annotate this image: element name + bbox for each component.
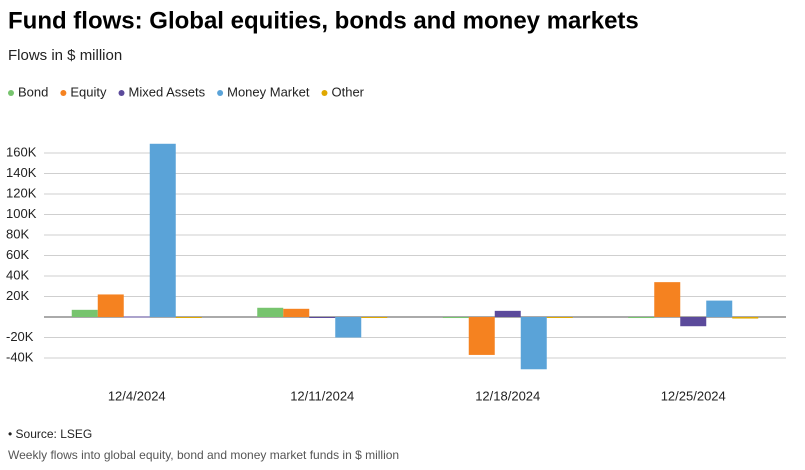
- legend-dot: [60, 90, 67, 96]
- y-tick-label: 20K: [6, 288, 29, 303]
- x-tick-label: 12/18/2024: [475, 388, 540, 403]
- bar: [71, 309, 98, 317]
- legend-label: Money Market: [227, 84, 310, 99]
- bar: [149, 143, 176, 317]
- bar: [175, 317, 202, 318]
- x-tick-label: 12/4/2024: [108, 388, 166, 403]
- legend-dot: [8, 90, 14, 96]
- bar: [706, 300, 733, 317]
- bar: [520, 317, 547, 370]
- legend-dot: [321, 90, 328, 96]
- y-tick-label: 100K: [6, 206, 37, 221]
- bar: [546, 317, 573, 318]
- x-tick-label: 12/25/2024: [661, 388, 726, 403]
- bar: [283, 308, 310, 317]
- legend-label: Bond: [18, 84, 48, 99]
- legend-dot: [217, 90, 224, 96]
- source: • Source: LSEG: [8, 427, 92, 441]
- y-tick-label: -40K: [6, 349, 34, 364]
- legend-label: Mixed Assets: [129, 84, 206, 99]
- bar: [97, 294, 124, 317]
- bar: [257, 307, 284, 317]
- bar: [468, 317, 495, 355]
- x-tick-label: 12/11/2024: [290, 388, 354, 403]
- note: Weekly flows into global equity, bond an…: [8, 448, 399, 462]
- bar: [732, 317, 759, 319]
- y-tick-label: 60K: [6, 247, 29, 262]
- bar: [335, 317, 362, 338]
- bar: [309, 317, 336, 318]
- legend-label: Equity: [70, 84, 107, 99]
- chart-title: Fund flows: Global equities, bonds and m…: [8, 7, 639, 34]
- bar: [628, 317, 655, 319]
- y-tick-label: 160K: [6, 144, 37, 159]
- y-tick-label: 140K: [6, 165, 37, 180]
- legend-label: Other: [331, 84, 364, 99]
- y-tick-label: 40K: [6, 267, 29, 282]
- bar: [442, 317, 469, 319]
- legend-dot: [118, 90, 125, 96]
- bar: [123, 316, 150, 318]
- y-tick-label: -20K: [6, 329, 34, 344]
- y-tick-label: 80K: [6, 226, 29, 241]
- y-tick-label: 120K: [6, 185, 37, 200]
- chart-subtitle: Flows in $ million: [8, 47, 122, 64]
- bar: [494, 310, 521, 317]
- bar: [654, 282, 681, 317]
- bar: [361, 317, 388, 318]
- bar: [680, 317, 707, 327]
